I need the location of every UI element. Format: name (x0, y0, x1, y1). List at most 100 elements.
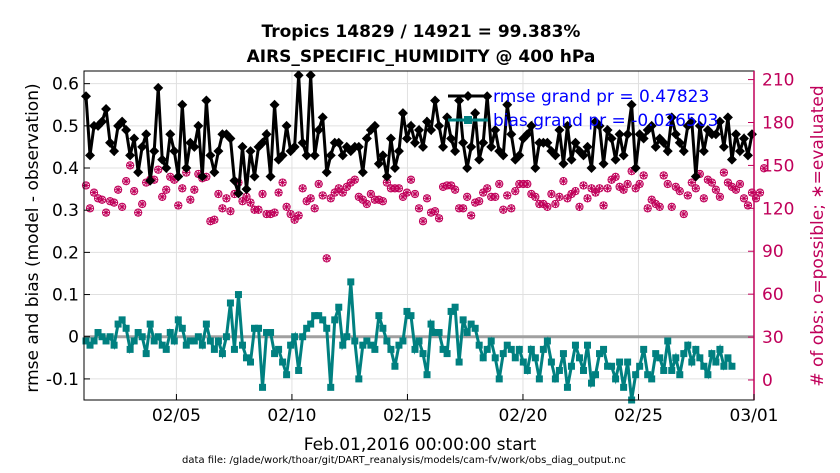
bias-point (142, 350, 150, 358)
rmse-point (189, 141, 200, 152)
obs-evaluated-point (302, 197, 311, 206)
rmse-point (650, 141, 661, 152)
left-tick-label: 0.5 (52, 117, 79, 137)
bias-point (387, 345, 395, 353)
bias-point (531, 354, 539, 362)
x-axis: 02/05 02/10 02/15 02/20 02/25 03/01 (152, 394, 779, 426)
rmse-point (397, 108, 408, 119)
obs-evaluated-point (138, 200, 147, 209)
obs-evaluated-point (491, 192, 500, 201)
obs-evaluated-point (338, 188, 347, 197)
obs-evaluated-point (619, 185, 628, 194)
obs-evaluated-point (752, 194, 761, 203)
obs-evaluated-point (190, 185, 199, 194)
rmse-point (409, 137, 420, 148)
obs-evaluated-point (178, 184, 187, 193)
rmse-point (173, 171, 184, 182)
bias-point (728, 362, 736, 370)
bias-point (214, 337, 222, 345)
rmse-point (554, 125, 565, 136)
bias-point (299, 333, 307, 341)
obs-evaluated-point (663, 180, 672, 189)
obs-evaluated-point (158, 192, 167, 201)
bias-point (471, 324, 479, 332)
rmse-point (686, 116, 697, 127)
obs-evaluated-point (154, 165, 163, 174)
obs-evaluated-point (122, 177, 131, 186)
obs-evaluated-point (611, 172, 620, 181)
rmse-point (321, 167, 332, 178)
obs-evaluated-point (711, 185, 720, 194)
rmse-point (530, 163, 541, 174)
rmse-point (414, 125, 424, 136)
rmse-point (722, 112, 733, 123)
obs-evaluated-point (90, 188, 99, 197)
rmse-point (470, 108, 481, 119)
rmse-point (405, 120, 416, 131)
bias-point (359, 341, 367, 349)
obs-evaluated-point (651, 200, 660, 209)
bias-point (555, 366, 563, 374)
bias-point (251, 324, 259, 332)
bias-point (130, 337, 138, 345)
rmse-point (401, 133, 412, 144)
bias-point (230, 345, 238, 353)
bias-point (563, 383, 571, 391)
obs-evaluated-point (419, 217, 428, 226)
bias-point (283, 371, 291, 379)
obs-evaluated-point (318, 191, 327, 200)
bias-point (527, 345, 535, 353)
bias-point (584, 341, 592, 349)
bias-point (680, 350, 688, 358)
rmse-point (393, 146, 404, 157)
rmse-point (570, 137, 581, 148)
rmse-point (662, 146, 673, 157)
bias-point (170, 337, 178, 345)
bias-point (463, 329, 471, 337)
obs-evaluated-point (543, 202, 552, 211)
rmse-point (209, 167, 220, 178)
right-tick-label: 30 (762, 328, 784, 348)
rmse-point (373, 158, 384, 169)
bias-point (724, 354, 732, 362)
bias-point (391, 362, 399, 370)
bias-point (551, 375, 559, 383)
rmse-point (385, 133, 396, 144)
bias-point (459, 316, 467, 324)
bias-point (419, 350, 427, 358)
rmse-point (165, 129, 176, 140)
rmse-series (81, 70, 757, 199)
obs-evaluated-point (559, 177, 568, 186)
obs-evaluated-point (350, 175, 359, 184)
rmse-point (606, 133, 617, 144)
rmse-point (161, 163, 172, 174)
bias-point (118, 316, 126, 324)
bias-point (146, 320, 154, 328)
rmse-point (646, 120, 657, 131)
rmse-point (434, 120, 445, 131)
bias-point (234, 291, 242, 299)
obs-evaluated-point (406, 175, 415, 184)
rmse-point (389, 163, 400, 174)
legend-rmse-marker (463, 91, 473, 101)
rmse-point (626, 99, 637, 110)
obs-evaluated-point (719, 168, 728, 177)
obs-evaluated-point (314, 180, 323, 189)
bias-point (186, 337, 194, 345)
obs-evaluated-point (579, 181, 588, 190)
obs-evaluated-point (507, 204, 516, 213)
obs-evaluated-point (186, 195, 195, 204)
rmse-point (734, 146, 745, 157)
bias-point (263, 329, 271, 337)
bias-point (399, 337, 407, 345)
obs-evaluated-point (222, 194, 231, 203)
rmse-point (141, 129, 152, 140)
y-axis-label-right: # of obs: o=possible; ∗=evaluated (808, 85, 828, 386)
bias-point (267, 329, 275, 337)
right-axis: 0 30 60 90 120 150 180 210 (748, 71, 794, 400)
bias-point (202, 320, 210, 328)
rmse-point (169, 146, 180, 157)
obs-evaluated-point (423, 194, 432, 203)
bias-point (291, 333, 299, 341)
rmse-point (281, 120, 292, 131)
